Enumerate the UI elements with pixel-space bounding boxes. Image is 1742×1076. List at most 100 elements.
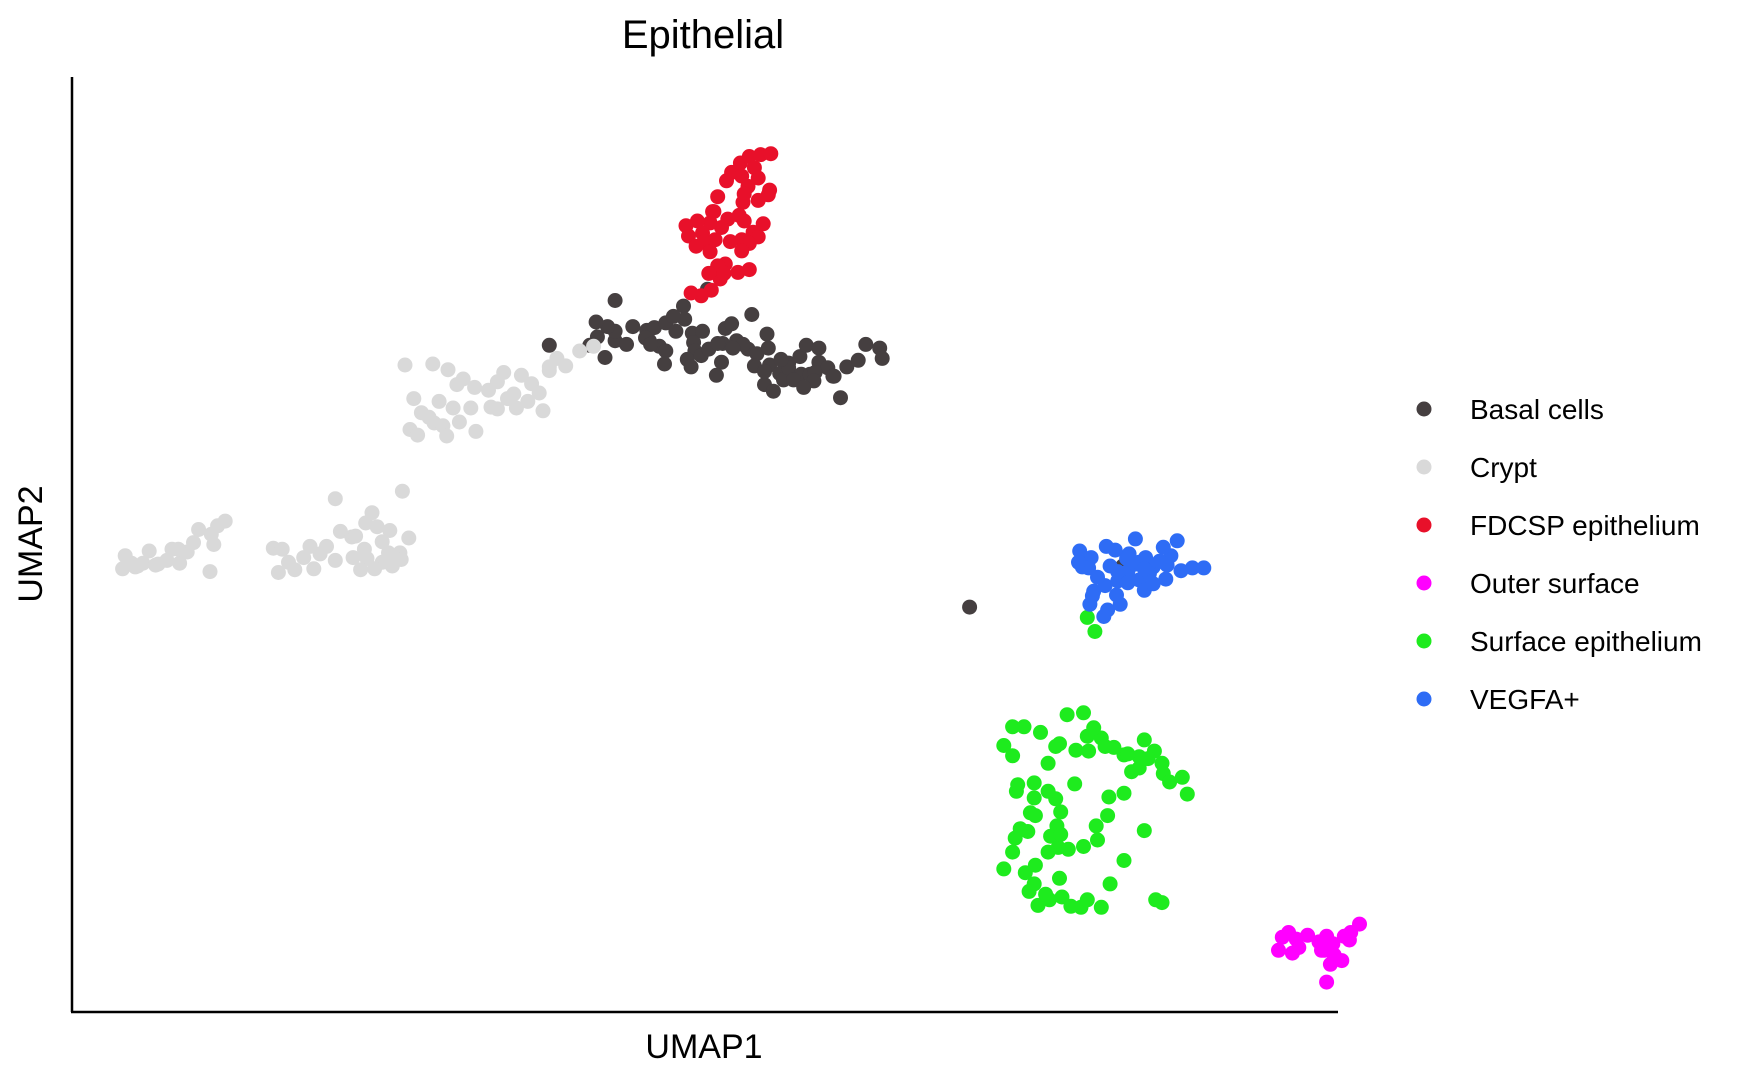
scatter-point <box>1076 839 1091 854</box>
scatter-point <box>1120 746 1136 762</box>
scatter-point <box>683 285 699 301</box>
scatter-point <box>1098 538 1114 554</box>
scatter-point <box>1071 554 1086 570</box>
scatter-point <box>374 534 390 550</box>
scatter-point <box>345 550 361 566</box>
scatter-point <box>451 414 467 430</box>
scatter-point <box>1162 774 1178 790</box>
scatter-point <box>734 243 750 259</box>
scatter-point <box>714 354 729 370</box>
scatter-point <box>1040 844 1056 860</box>
scatter-point <box>665 308 681 324</box>
scatter-point <box>489 401 505 417</box>
scatter-point <box>1109 587 1124 603</box>
scatter-point <box>508 400 524 416</box>
scatter-point <box>706 204 722 220</box>
x-axis-label: UMAP1 <box>645 1028 762 1066</box>
scatter-point <box>287 562 303 578</box>
scatter-point <box>736 213 752 229</box>
scatter-point <box>1158 571 1174 587</box>
scatter-point <box>1097 739 1113 754</box>
scatter-point <box>353 562 369 578</box>
scatter-point <box>874 350 890 366</box>
scatter-point <box>839 359 855 375</box>
scatter-point <box>397 357 413 373</box>
scatter-point <box>535 403 551 419</box>
scatter-point <box>541 359 557 375</box>
scatter-point <box>1119 551 1135 566</box>
scatter-point <box>962 599 978 615</box>
scatter-point <box>736 186 752 202</box>
scatter-point <box>356 541 372 557</box>
scatter-point <box>1184 560 1200 576</box>
y-axis-label: UMAP2 <box>12 485 50 602</box>
scatter-point <box>1054 889 1070 905</box>
scatter-point <box>763 146 779 162</box>
scatter-point <box>1038 886 1054 902</box>
scatter-point <box>676 298 691 314</box>
scatter-point <box>850 352 866 368</box>
scatter-point <box>394 483 410 499</box>
scatter-point <box>1030 897 1046 913</box>
legend-marker <box>1416 633 1432 649</box>
scatter-point <box>646 320 662 336</box>
scatter-point <box>741 262 757 278</box>
scatter-point <box>749 346 765 362</box>
scatter-point <box>1088 818 1104 834</box>
scatter-point <box>382 552 398 567</box>
scatter-point <box>722 234 738 250</box>
scatter-point <box>1005 844 1021 860</box>
scatter-point <box>463 400 479 416</box>
scatter-point <box>1079 892 1095 908</box>
scatter-point <box>440 362 456 378</box>
scatter-point <box>306 561 322 577</box>
scatter-point <box>401 530 417 546</box>
scatter-point <box>1090 832 1105 848</box>
scatter-point <box>1048 739 1064 754</box>
scatter-point <box>191 522 207 537</box>
scatter-point <box>327 491 343 507</box>
legend-marker <box>1416 517 1432 533</box>
scatter-point <box>1053 804 1069 820</box>
scatter-point <box>1102 876 1118 892</box>
scatter-point <box>1068 742 1084 758</box>
scatter-point <box>1093 899 1109 915</box>
scatter-point <box>467 379 483 395</box>
scatter-point <box>833 390 848 406</box>
scatter-point <box>148 557 164 573</box>
scatter-point <box>1352 916 1367 932</box>
legend-item: VEGFA+ <box>1416 684 1580 715</box>
legend-label: Surface epithelium <box>1470 626 1702 657</box>
scatter-point <box>757 364 772 379</box>
scatter-point <box>513 367 529 383</box>
legend-label: Basal cells <box>1470 394 1604 425</box>
scatter-point <box>1012 821 1028 837</box>
scatter-point <box>858 336 874 352</box>
scatter-point <box>1026 790 1042 806</box>
scatter-point <box>773 351 789 367</box>
scatter-point <box>421 409 437 425</box>
scatter-point <box>1336 928 1352 944</box>
scatter-point <box>625 319 641 335</box>
scatter-point <box>1154 895 1170 911</box>
scatter-point <box>364 505 380 521</box>
scatter-point <box>760 340 776 356</box>
legend: Basal cells Crypt FDCSP epithelium Outer su… <box>1416 394 1702 715</box>
series-basal-cells <box>541 281 1131 615</box>
scatter-point <box>124 555 139 571</box>
scatter-point <box>1116 853 1132 868</box>
series-surface-epithelium <box>996 609 1195 915</box>
scatter-point <box>1316 942 1332 958</box>
legend-label: Outer surface <box>1470 568 1640 599</box>
scatter-point <box>431 393 447 409</box>
scatter-point <box>1072 543 1088 559</box>
scatter-point <box>683 359 699 375</box>
scatter-point <box>1127 531 1143 547</box>
scatter-point <box>1179 786 1195 802</box>
scatter-point <box>1116 785 1132 801</box>
scatter-point <box>206 537 222 552</box>
scatter-point <box>658 343 674 359</box>
scatter-point <box>996 738 1012 753</box>
scatter-point <box>332 523 348 539</box>
